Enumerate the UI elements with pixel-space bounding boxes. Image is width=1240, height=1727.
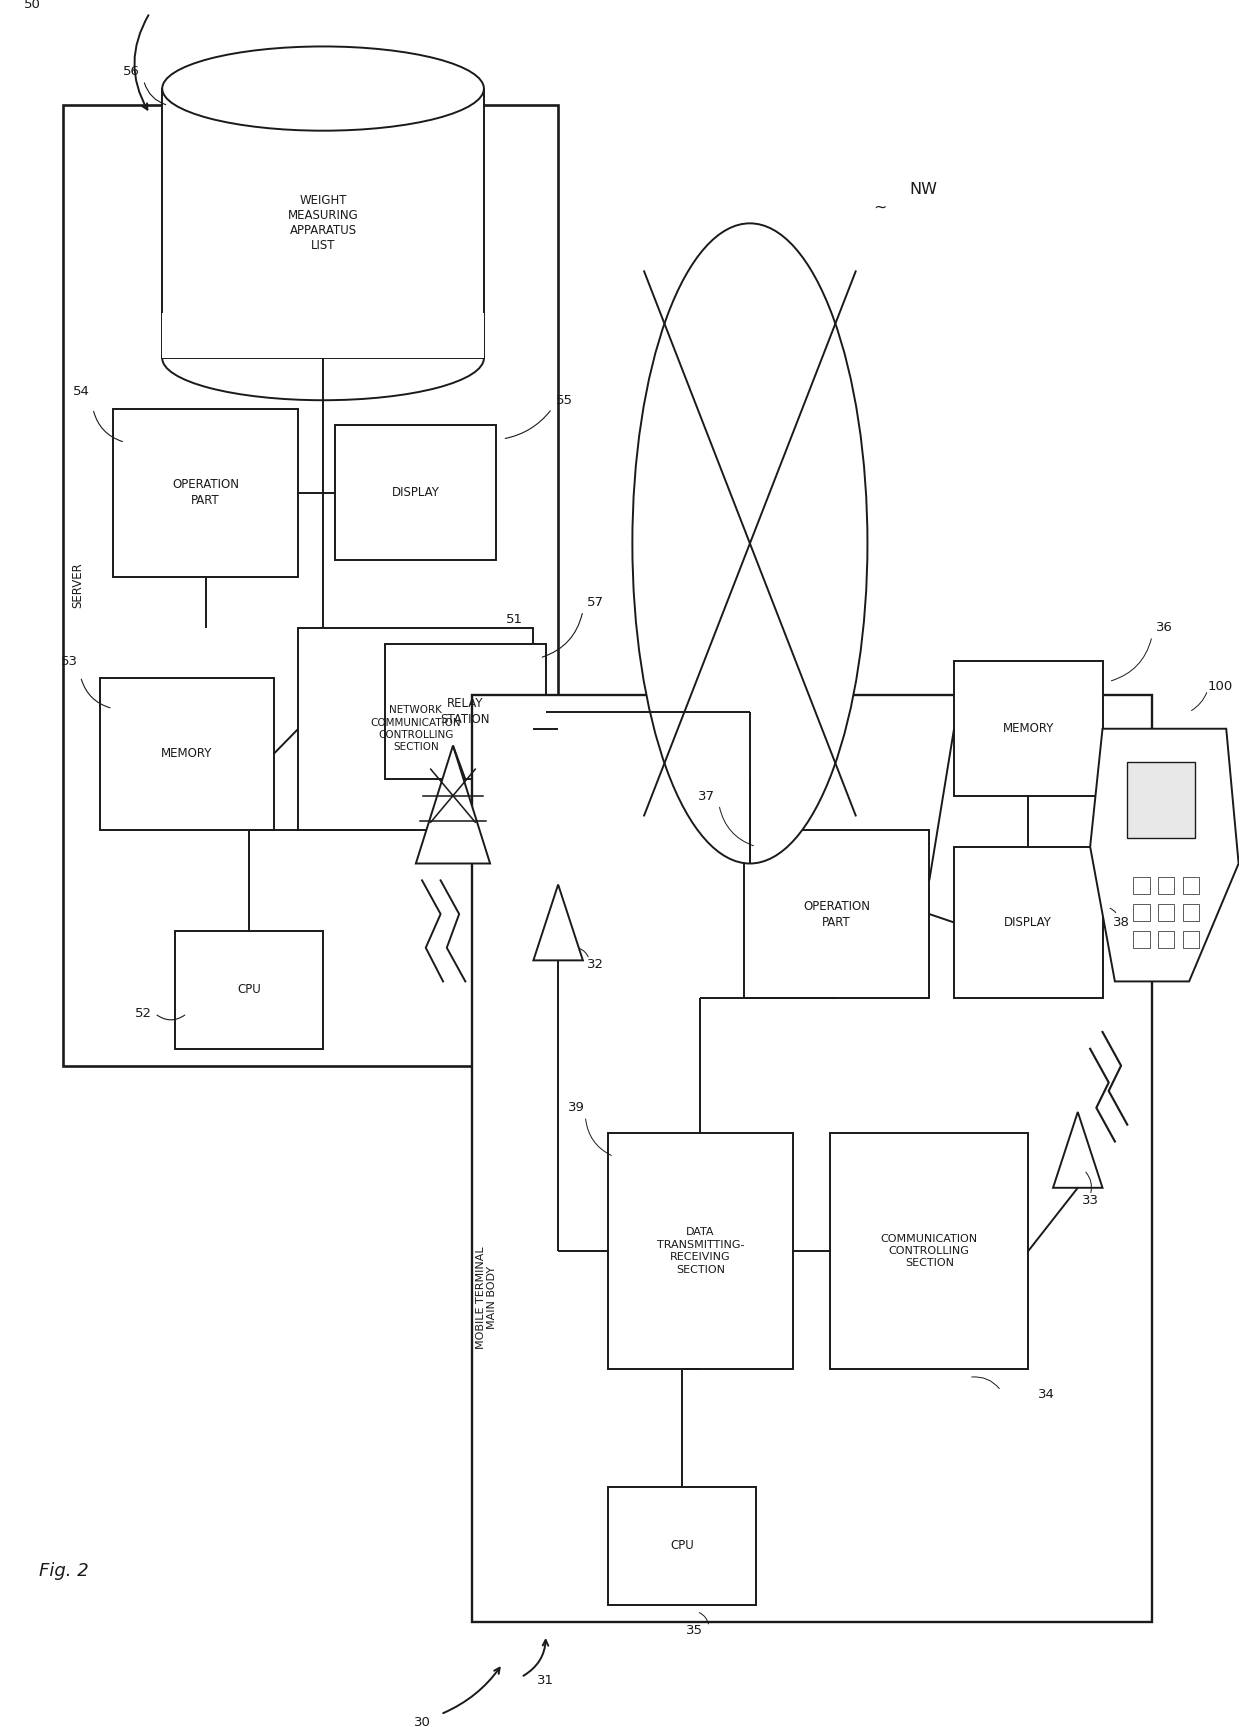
Ellipse shape [632, 223, 868, 864]
Text: COMMUNICATION
CONTROLLING
SECTION: COMMUNICATION CONTROLLING SECTION [880, 1233, 978, 1268]
Bar [831, 1133, 1028, 1370]
Text: 53: 53 [61, 655, 78, 668]
Text: 57: 57 [587, 596, 604, 610]
Bar [175, 931, 324, 1048]
Bar [1133, 931, 1149, 948]
Text: CPU: CPU [237, 983, 260, 996]
Text: 52: 52 [135, 1007, 153, 1021]
Text: 32: 32 [587, 958, 604, 971]
Bar [100, 679, 274, 829]
Bar [336, 425, 496, 560]
Text: NW: NW [909, 181, 937, 197]
Bar [63, 105, 558, 1066]
Text: 37: 37 [698, 789, 715, 803]
Bar [954, 846, 1102, 998]
Text: 50: 50 [24, 0, 41, 10]
Polygon shape [415, 746, 490, 864]
Text: 51: 51 [506, 613, 523, 625]
Text: ~: ~ [874, 200, 887, 214]
Polygon shape [533, 884, 583, 960]
Text: NETWORK
COMMUNICATION
CONTROLLING
SECTION: NETWORK COMMUNICATION CONTROLLING SECTIO… [371, 705, 461, 753]
Bar [1133, 877, 1149, 895]
Text: 35: 35 [686, 1623, 703, 1637]
Text: 54: 54 [73, 385, 91, 399]
Bar [299, 627, 533, 829]
Text: 55: 55 [556, 394, 573, 408]
Bar [471, 694, 1152, 1622]
Text: 34: 34 [1038, 1389, 1055, 1401]
Bar [1183, 877, 1199, 895]
Text: RELAY
STATION: RELAY STATION [440, 698, 490, 727]
Text: 39: 39 [568, 1102, 585, 1114]
Bar [162, 88, 484, 357]
Bar [954, 661, 1102, 796]
Bar [1158, 931, 1174, 948]
Text: DISPLAY: DISPLAY [392, 487, 440, 499]
Polygon shape [1090, 729, 1239, 981]
Ellipse shape [162, 316, 484, 401]
Bar [162, 313, 484, 357]
Text: SERVER: SERVER [72, 563, 84, 608]
Polygon shape [1053, 1112, 1102, 1188]
Bar [1133, 903, 1149, 920]
Bar [384, 644, 546, 779]
Text: 30: 30 [414, 1717, 430, 1727]
Text: 38: 38 [1112, 915, 1130, 929]
Bar [608, 1487, 756, 1604]
Bar [608, 1133, 794, 1370]
Bar [113, 409, 299, 577]
Bar [1183, 931, 1199, 948]
Bar [1183, 903, 1199, 920]
Bar [744, 829, 929, 998]
Bar [1158, 877, 1174, 895]
Ellipse shape [162, 47, 484, 131]
Bar [1158, 903, 1174, 920]
Text: 33: 33 [1081, 1193, 1099, 1207]
Text: OPERATION
PART: OPERATION PART [172, 478, 239, 508]
Text: MOBILE TERMINAL
MAIN BODY: MOBILE TERMINAL MAIN BODY [476, 1245, 497, 1349]
Bar [1127, 762, 1195, 838]
Text: 56: 56 [123, 66, 140, 78]
Text: 100: 100 [1208, 680, 1233, 693]
Text: DISPLAY: DISPLAY [1004, 915, 1053, 929]
Text: WEIGHT
MEASURING
APPARATUS
LIST: WEIGHT MEASURING APPARATUS LIST [288, 195, 358, 252]
Text: MEMORY: MEMORY [1003, 722, 1054, 736]
Text: DATA
TRANSMITTING-
RECEIVING
SECTION: DATA TRANSMITTING- RECEIVING SECTION [657, 1228, 744, 1275]
Text: 36: 36 [1156, 622, 1173, 634]
Text: Fig. 2: Fig. 2 [38, 1561, 88, 1580]
Text: CPU: CPU [670, 1539, 693, 1553]
Text: 31: 31 [537, 1673, 554, 1687]
Text: OPERATION
PART: OPERATION PART [804, 900, 870, 929]
Text: MEMORY: MEMORY [161, 748, 212, 760]
